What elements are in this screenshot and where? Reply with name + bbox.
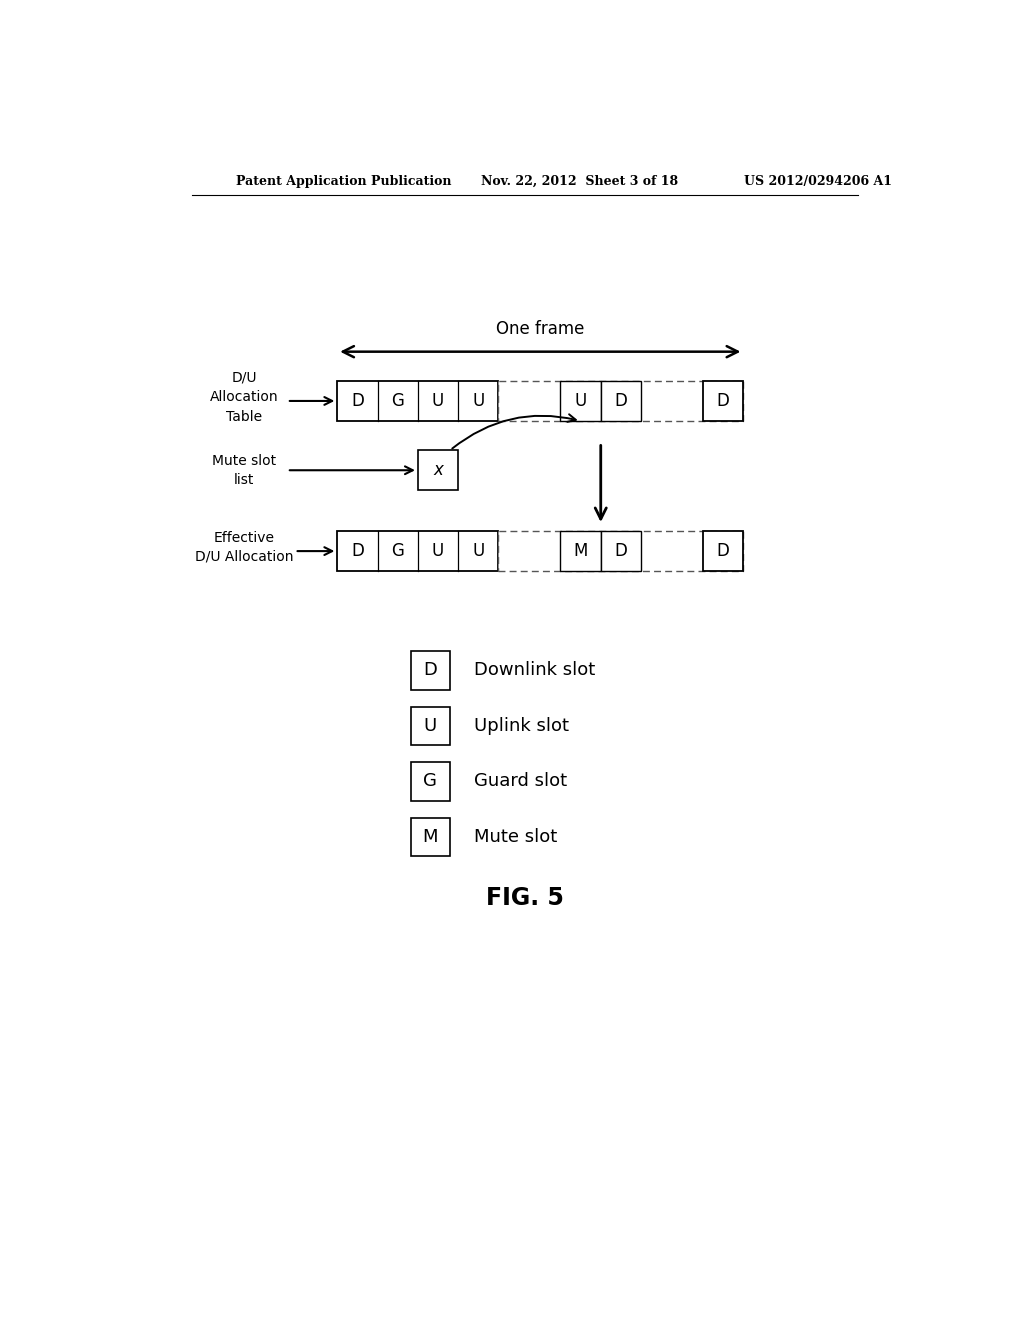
Text: G: G (391, 543, 404, 560)
Text: U: U (432, 392, 444, 411)
FancyBboxPatch shape (560, 381, 601, 421)
Text: FIG. 5: FIG. 5 (485, 886, 564, 909)
Text: Patent Application Publication: Patent Application Publication (237, 176, 452, 187)
FancyBboxPatch shape (703, 381, 743, 421)
Text: M: M (423, 828, 438, 846)
Text: D: D (717, 392, 730, 411)
Text: Uplink slot: Uplink slot (474, 717, 569, 735)
FancyBboxPatch shape (601, 381, 641, 421)
Text: Nov. 22, 2012  Sheet 3 of 18: Nov. 22, 2012 Sheet 3 of 18 (480, 176, 678, 187)
Text: G: G (423, 772, 437, 791)
Text: U: U (424, 717, 437, 735)
Text: US 2012/0294206 A1: US 2012/0294206 A1 (744, 176, 892, 187)
Text: D: D (717, 543, 730, 560)
FancyBboxPatch shape (601, 531, 641, 572)
FancyBboxPatch shape (703, 531, 743, 572)
FancyBboxPatch shape (499, 381, 743, 421)
FancyBboxPatch shape (337, 381, 499, 421)
Text: Mute slot: Mute slot (474, 828, 558, 846)
FancyBboxPatch shape (418, 450, 458, 490)
Text: One frame: One frame (496, 319, 585, 338)
Text: D: D (614, 543, 628, 560)
Text: U: U (574, 392, 587, 411)
Text: Effective
D/U Allocation: Effective D/U Allocation (195, 531, 294, 564)
Text: U: U (432, 543, 444, 560)
Text: U: U (472, 392, 484, 411)
FancyBboxPatch shape (337, 531, 499, 572)
Text: Downlink slot: Downlink slot (474, 661, 596, 680)
Text: D: D (351, 543, 364, 560)
Text: D/U
Allocation
Table: D/U Allocation Table (210, 371, 279, 424)
FancyBboxPatch shape (411, 706, 450, 744)
Text: x: x (433, 461, 443, 479)
FancyBboxPatch shape (411, 651, 450, 689)
Text: U: U (472, 543, 484, 560)
Text: Mute slot
list: Mute slot list (212, 454, 276, 487)
FancyBboxPatch shape (499, 531, 743, 572)
Text: D: D (423, 661, 437, 680)
FancyBboxPatch shape (411, 817, 450, 857)
FancyBboxPatch shape (411, 762, 450, 800)
Text: M: M (573, 543, 588, 560)
Text: Guard slot: Guard slot (474, 772, 567, 791)
FancyBboxPatch shape (560, 531, 601, 572)
Text: D: D (614, 392, 628, 411)
Text: D: D (351, 392, 364, 411)
Text: G: G (391, 392, 404, 411)
